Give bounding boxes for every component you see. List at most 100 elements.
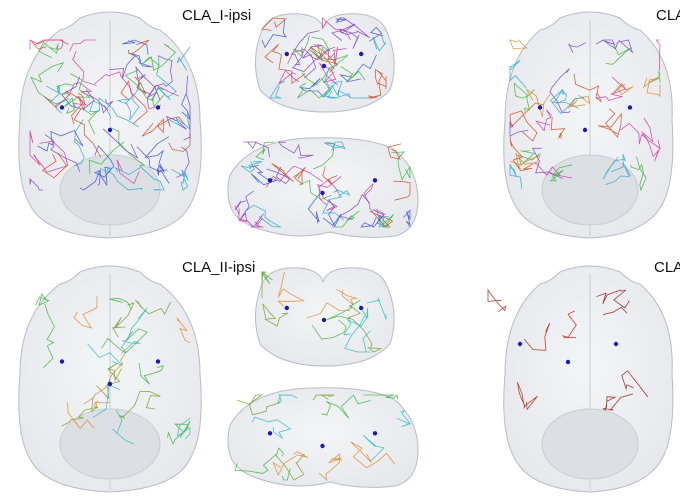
neuron-trace: [237, 394, 281, 416]
neuron-trace: [176, 417, 191, 440]
neuron-trace: [363, 183, 386, 221]
soma-marker: [284, 305, 289, 311]
neuron-trace: [34, 293, 50, 306]
neuron-trace: [29, 178, 43, 191]
coronal-brain-view: [255, 267, 395, 367]
neuron-trace: [262, 303, 289, 327]
neuron-trace: [93, 145, 115, 186]
neuron-trace: [29, 39, 64, 51]
neuron-trace: [234, 447, 284, 474]
neuron-trace: [61, 76, 95, 110]
neuron-trace: [120, 307, 148, 349]
neuron-traces: [234, 394, 411, 482]
neuron-trace: [69, 39, 96, 52]
neuron-trace: [274, 453, 305, 481]
neuron-trace: [44, 134, 80, 172]
soma-marker: [359, 51, 364, 57]
neuron-trace: [141, 116, 186, 137]
neuron-trace: [83, 346, 127, 405]
neuron-trace: [171, 168, 189, 191]
neuron-trace: [549, 68, 571, 113]
neuron-trace: [261, 270, 268, 298]
neuron-trace: [89, 97, 140, 128]
neuron-trace: [335, 17, 347, 24]
neuron-trace: [72, 95, 88, 108]
neuron-trace: [302, 44, 323, 79]
dorsal-brain-view: [18, 265, 202, 493]
neuron-trace: [168, 132, 191, 152]
neuron-trace: [568, 42, 586, 53]
neuron-trace: [603, 306, 628, 316]
neuron-trace: [112, 410, 135, 445]
neuron-trace: [72, 50, 97, 86]
neuron-trace: [129, 52, 153, 68]
neuron-trace: [135, 299, 171, 315]
panel-cla-right-bottom: CLA: [487, 259, 680, 493]
neuron-trace: [176, 146, 190, 178]
neuron-trace: [46, 85, 70, 114]
neuron-trace: [306, 302, 351, 319]
neuron-trace: [350, 441, 395, 469]
soma-marker: [155, 105, 161, 110]
neuron-trace: [277, 394, 298, 404]
neuron-trace: [277, 141, 314, 159]
neuron-trace: [156, 163, 167, 176]
neuron-trace: [596, 39, 634, 54]
neuron-trace: [269, 80, 286, 99]
panel-title: CLA_II-ipsi: [182, 259, 255, 276]
neuron-trace: [322, 188, 351, 221]
neuron-trace: [264, 43, 306, 85]
neuron-trace: [509, 121, 529, 137]
neuron-trace: [338, 193, 371, 220]
neuron-trace: [124, 69, 155, 101]
soma-marker: [627, 105, 633, 110]
neuron-trace: [272, 451, 308, 476]
neuron-trace: [573, 74, 602, 103]
neuron-trace: [240, 161, 263, 173]
neuron-trace: [366, 297, 387, 320]
soma-marker: [59, 359, 65, 364]
neuron-trace: [121, 39, 149, 55]
neuron-trace: [291, 30, 320, 66]
neuron-trace: [321, 394, 371, 419]
soma-marker: [517, 341, 523, 347]
soma-marker: [107, 127, 113, 133]
neuron-trace: [249, 165, 278, 186]
neuron-trace: [362, 434, 385, 462]
cerebellum: [541, 154, 639, 226]
neuron-trace: [44, 90, 80, 108]
neuron-trace: [293, 34, 310, 57]
neuron-trace: [403, 209, 411, 228]
neuron-trace: [326, 299, 361, 321]
neuron-trace: [266, 165, 324, 188]
neuron-trace: [251, 416, 292, 439]
neuron-trace: [56, 83, 74, 95]
neuron-trace: [368, 26, 384, 42]
soma-marker: [321, 317, 327, 323]
soma-marker: [284, 51, 289, 57]
soma-marker: [267, 431, 273, 436]
neuron-trace: [38, 41, 59, 58]
soma-marker: [565, 359, 571, 365]
neuron-trace: [517, 381, 538, 411]
neuron-trace: [312, 394, 335, 401]
neuron-trace: [369, 210, 394, 228]
neuron-trace: [146, 84, 180, 110]
neuron-trace: [602, 393, 634, 411]
neuron-trace: [396, 410, 411, 428]
neuron-trace: [322, 199, 342, 227]
neuron-trace: [318, 62, 339, 86]
neuron-trace: [605, 162, 632, 185]
sagittal-brain-view: [227, 387, 419, 488]
neuron-trace: [176, 46, 191, 71]
soma-marker: [321, 63, 327, 69]
neuron-trace: [138, 363, 164, 385]
neuron-traces: [261, 17, 387, 99]
neuron-trace: [109, 297, 132, 310]
neuron-trace: [551, 89, 579, 109]
cerebellum: [541, 408, 639, 480]
neuron-trace: [513, 82, 535, 112]
neuron-trace: [526, 88, 551, 118]
dorsal-brain-view: [18, 11, 202, 239]
neuron-trace: [487, 288, 507, 313]
